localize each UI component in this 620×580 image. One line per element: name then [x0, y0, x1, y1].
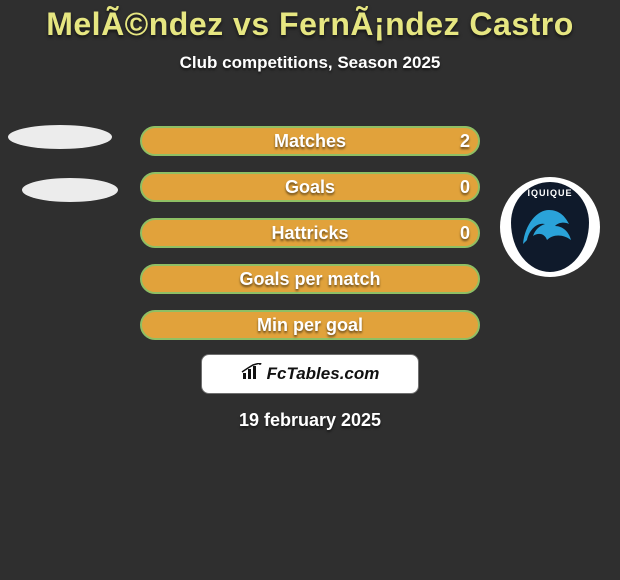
stat-bar — [140, 218, 480, 248]
brand-box: FcTables.com — [201, 354, 419, 394]
stat-bar — [140, 126, 480, 156]
club-badge-text: IQUIQUE — [511, 188, 589, 198]
club-badge-shield: IQUIQUE — [511, 182, 589, 272]
comparison-card: MelÃ©ndez vs FernÃ¡ndez Castro Club comp… — [0, 0, 620, 580]
club-badge: IQUIQUE — [500, 177, 600, 277]
stat-bar — [140, 172, 480, 202]
brand-text: FcTables.com — [267, 364, 380, 384]
brand-chart-icon — [241, 363, 263, 386]
decor-ellipse — [8, 125, 112, 149]
stat-bar — [140, 310, 480, 340]
subtitle: Club competitions, Season 2025 — [0, 53, 620, 73]
decor-ellipse — [22, 178, 118, 202]
stat-bar — [140, 264, 480, 294]
stat-row: Min per goal — [0, 302, 620, 348]
dragon-icon — [519, 204, 573, 252]
date-line: 19 february 2025 — [0, 410, 620, 431]
page-title: MelÃ©ndez vs FernÃ¡ndez Castro — [0, 0, 620, 43]
